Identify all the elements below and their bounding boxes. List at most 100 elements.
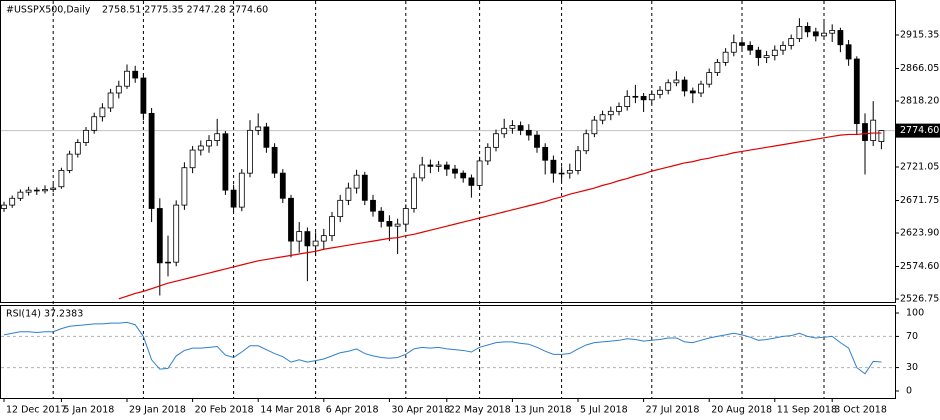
y-tick-label: 2623.90 [900, 228, 939, 239]
candle-body [9, 197, 16, 206]
candle-body [853, 58, 860, 124]
candle-body [755, 49, 762, 59]
candle-body [189, 149, 196, 169]
candle-body [197, 145, 204, 151]
x-tick-label: 20 Feb 2018 [195, 405, 254, 416]
candle-body [99, 107, 106, 118]
candle-body [443, 164, 450, 170]
candle-body [493, 133, 499, 148]
candle-body [271, 146, 278, 174]
candle-body [468, 177, 475, 186]
rsi-title: RSI(14) 37.2383 [6, 309, 83, 320]
candle-body [66, 153, 73, 171]
candle-body [386, 220, 393, 227]
candle-body [411, 177, 417, 209]
candle-body [58, 170, 65, 188]
candle-body [648, 93, 655, 101]
candle-body [566, 170, 573, 174]
candle-body [124, 70, 130, 87]
y-tick-label: 2866.05 [900, 63, 939, 74]
candle-body [714, 62, 721, 73]
candle-body [771, 49, 778, 57]
candle-body [870, 119, 877, 141]
candle-body [591, 119, 598, 135]
candle-body [624, 95, 631, 107]
candle-body [263, 126, 270, 148]
candle-body [484, 146, 491, 162]
candle-body [525, 129, 532, 136]
candle-body [665, 82, 672, 91]
candle-body [279, 172, 286, 199]
candle-body [747, 45, 754, 51]
candle-body [862, 123, 868, 141]
candle-body [722, 51, 729, 63]
x-tick-label: 30 Apr 2018 [391, 405, 450, 416]
x-tick-label: 6 Apr 2018 [326, 405, 379, 416]
candle-body [427, 164, 434, 167]
chart-title: #USSPX500,Daily [6, 5, 91, 16]
candle-body [288, 197, 294, 242]
candle-body [25, 189, 32, 193]
candle-body [247, 129, 253, 174]
candle-body [550, 159, 557, 174]
candle-body [829, 30, 836, 34]
candle-body [763, 55, 770, 59]
ohlc-info: 2758.51 2775.35 2747.28 2774.60 [102, 5, 268, 16]
candle-body [780, 45, 786, 51]
moving-average [118, 132, 882, 300]
candle-body [361, 174, 368, 201]
candle-body [599, 114, 606, 121]
candle-body [214, 133, 221, 141]
y-tick-label: 2671.75 [900, 195, 939, 206]
candle-body [353, 174, 360, 189]
candle-body [730, 42, 737, 53]
candle-body [698, 83, 704, 94]
candle-body [435, 164, 442, 167]
candle-body [542, 146, 549, 161]
candle-body [33, 189, 40, 192]
x-tick-label: 29 Jan 2018 [129, 405, 186, 416]
candle-body [878, 130, 885, 142]
candle-body [681, 79, 688, 92]
x-tick-label: 5 Jan 2018 [63, 405, 114, 416]
y-tick-label: 2721.05 [900, 162, 939, 173]
candle-body [304, 231, 311, 247]
candle-body [296, 231, 303, 242]
candle-body [706, 72, 713, 85]
candle-body [739, 42, 745, 46]
candle-body [821, 32, 827, 37]
candle-body [148, 112, 155, 209]
candle-body [575, 150, 581, 171]
y-tick-label: 30 [906, 362, 918, 373]
y-tick-label: 2915.35 [900, 29, 939, 40]
candle-body [837, 30, 844, 46]
main-frame [0, 0, 896, 303]
candle-body [558, 172, 565, 175]
candle-body [312, 240, 319, 247]
candle-body [329, 216, 335, 237]
candle-body [476, 160, 483, 186]
candle-body [419, 164, 426, 179]
current-price-label: 2774.60 [900, 125, 939, 136]
candle-body [156, 208, 163, 264]
candle-body [50, 187, 57, 190]
candle-body [370, 199, 376, 212]
candle-body [91, 116, 98, 131]
y-tick-label: 2526.75 [900, 294, 939, 305]
candle-body [812, 31, 819, 37]
x-tick-label: 27 Jul 2018 [646, 405, 700, 416]
candle-body [657, 89, 663, 95]
candle-body [345, 187, 352, 201]
candle-body [788, 38, 795, 46]
candle-body [107, 92, 114, 109]
y-tick-label: 0 [906, 385, 912, 396]
candle-body [17, 191, 24, 199]
candle-body [640, 95, 647, 101]
candle-body [460, 172, 467, 179]
candle-body [206, 140, 212, 147]
candle-body [804, 25, 811, 33]
candle-body [173, 204, 180, 263]
candle-body [394, 223, 401, 227]
x-tick-label: 5 Jul 2018 [580, 405, 628, 416]
